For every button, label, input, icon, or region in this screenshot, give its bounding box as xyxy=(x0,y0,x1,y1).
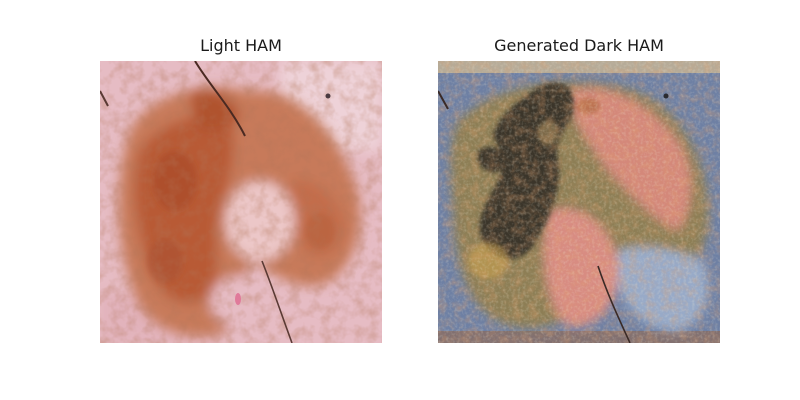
hair xyxy=(597,265,631,343)
hair xyxy=(194,61,246,137)
hair xyxy=(261,260,293,343)
generated-dark-ham-title: Generated Dark HAM xyxy=(494,36,664,55)
generated-dark-ham-image xyxy=(438,61,720,343)
light-ham-image xyxy=(100,61,382,343)
light-ham-title: Light HAM xyxy=(200,36,282,55)
